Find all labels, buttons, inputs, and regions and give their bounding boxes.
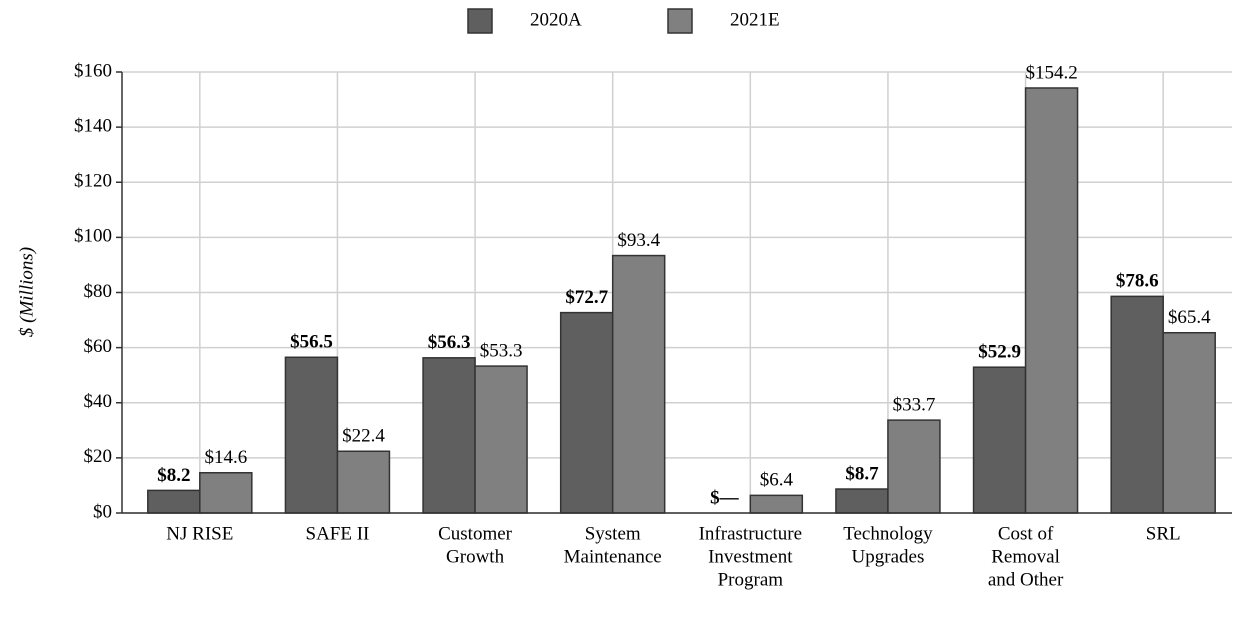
data-label: $93.4	[617, 230, 660, 251]
legend-swatch	[667, 8, 693, 34]
x-tick-label: NJ RISE	[166, 523, 233, 544]
bar	[284, 356, 339, 514]
data-label: $72.7	[565, 287, 608, 308]
bar	[887, 419, 941, 514]
y-tick-label: $100	[74, 226, 112, 247]
data-label: $—	[710, 487, 740, 508]
x-tick-label: Infrastructure	[699, 523, 802, 544]
x-tick-label: Customer	[438, 523, 513, 544]
data-label: $33.7	[893, 394, 936, 415]
data-label: $14.6	[204, 447, 247, 468]
data-label: $154.2	[1025, 62, 1077, 83]
y-tick-label: $60	[84, 336, 113, 357]
bar	[1162, 331, 1216, 514]
y-tick-label: $20	[84, 446, 113, 467]
x-tick-label: and Other	[988, 569, 1064, 590]
y-tick-label: $0	[93, 501, 112, 522]
bar	[474, 365, 528, 514]
x-tick-label: Technology	[843, 523, 933, 544]
bar	[749, 494, 804, 514]
x-tick-label: System	[585, 523, 641, 544]
y-tick-label: $140	[74, 115, 112, 136]
x-tick-label: Program	[718, 569, 784, 590]
bar	[147, 489, 201, 514]
data-label: $78.6	[1116, 271, 1159, 292]
data-label: $52.9	[978, 342, 1021, 363]
bar	[611, 254, 666, 514]
data-label: $56.5	[290, 332, 333, 353]
y-tick-label: $120	[74, 171, 112, 192]
x-tick-label: Maintenance	[564, 546, 662, 567]
x-tick-label: Removal	[991, 546, 1060, 567]
data-label: $6.4	[760, 470, 794, 491]
data-label: $53.3	[480, 340, 523, 361]
bar	[835, 488, 889, 514]
legend-swatch	[467, 8, 493, 34]
bar	[1024, 87, 1079, 514]
bar	[972, 366, 1027, 514]
x-tick-label: Investment	[708, 546, 793, 567]
bar	[422, 357, 476, 514]
x-tick-label: Cost of	[998, 523, 1054, 544]
data-label: $65.4	[1168, 307, 1211, 328]
x-tick-label: SAFE II	[306, 523, 370, 544]
bar	[199, 472, 253, 514]
data-label: $22.4	[342, 426, 385, 447]
legend-label: 2020A	[530, 9, 582, 30]
bar	[559, 311, 614, 514]
data-label: $8.2	[157, 465, 190, 486]
data-label: $8.7	[845, 463, 879, 484]
y-axis-label: $ (Millions)	[16, 247, 37, 337]
legend-label: 2021E	[730, 9, 780, 30]
y-tick-label: $160	[74, 60, 112, 81]
x-tick-label: Upgrades	[852, 546, 925, 567]
bar	[1110, 295, 1164, 514]
bar	[336, 450, 391, 514]
y-tick-label: $80	[84, 281, 113, 302]
y-tick-label: $40	[84, 391, 113, 412]
x-tick-label: Growth	[446, 546, 505, 567]
data-label: $56.3	[428, 332, 471, 353]
x-tick-label: SRL	[1146, 523, 1181, 544]
